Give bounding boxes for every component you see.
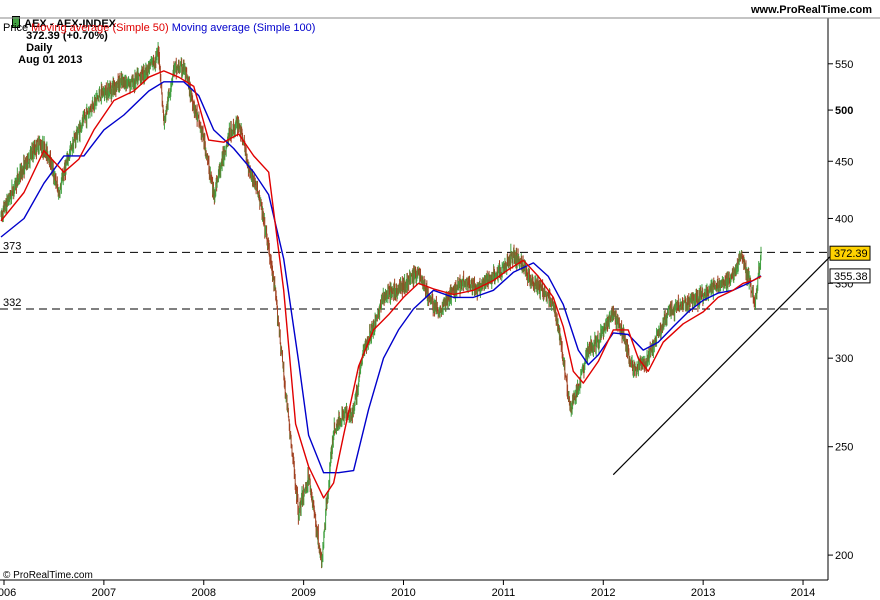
chart-date: Aug 01 2013: [18, 54, 83, 66]
price-tag: [829, 268, 871, 284]
y-tick-label: 550: [835, 59, 853, 71]
level-label: 332: [3, 297, 21, 309]
legend-price: Price: [3, 22, 29, 34]
ma50-line: [0, 70, 762, 499]
legend-ma50: Moving average (Simple 50): [31, 22, 169, 34]
trendline: [612, 253, 834, 476]
site-url: www.ProRealTime.com: [750, 4, 872, 16]
y-tick-label: 450: [835, 156, 853, 168]
chart-header: AEX - AEX-INDEX 372.39 (+0.70%) Daily Au…: [6, 4, 116, 66]
copyright: © ProRealTime.com: [3, 570, 93, 581]
price-tag-label: 372.39: [834, 248, 868, 260]
last-price: 372.39 (+0.70%): [26, 30, 108, 42]
x-tick-label: 2006: [0, 587, 16, 599]
y-tick-label: 250: [835, 442, 853, 454]
x-tick-label: 2007: [92, 587, 116, 599]
ticker-name: AEX - AEX-INDEX: [24, 18, 117, 30]
legend-ma100: Moving average (Simple 100): [171, 22, 316, 34]
x-tick-label: 2009: [291, 587, 315, 599]
x-tick-label: 2011: [492, 587, 516, 599]
legend: Price Moving average (Simple 50) Moving …: [3, 22, 315, 34]
y-tick-label: 200: [835, 550, 853, 562]
x-tick-label: 2010: [391, 587, 415, 599]
y-tick-label: 300: [835, 353, 853, 365]
ma100-line: [0, 81, 762, 474]
price-tag-label: 355.38: [834, 271, 868, 283]
x-tick-label: 2008: [192, 587, 216, 599]
price-tag-highlight: [829, 245, 871, 261]
level-label: 373: [3, 240, 21, 252]
x-tick-label: 2014: [791, 587, 815, 599]
x-tick-label: 2012: [591, 587, 615, 599]
y-tick-label: 400: [835, 213, 853, 225]
x-tick-label: 2013: [691, 587, 715, 599]
period: Daily: [26, 42, 53, 54]
y-tick-label: 500: [835, 105, 853, 117]
ticker-icon: [12, 16, 21, 28]
